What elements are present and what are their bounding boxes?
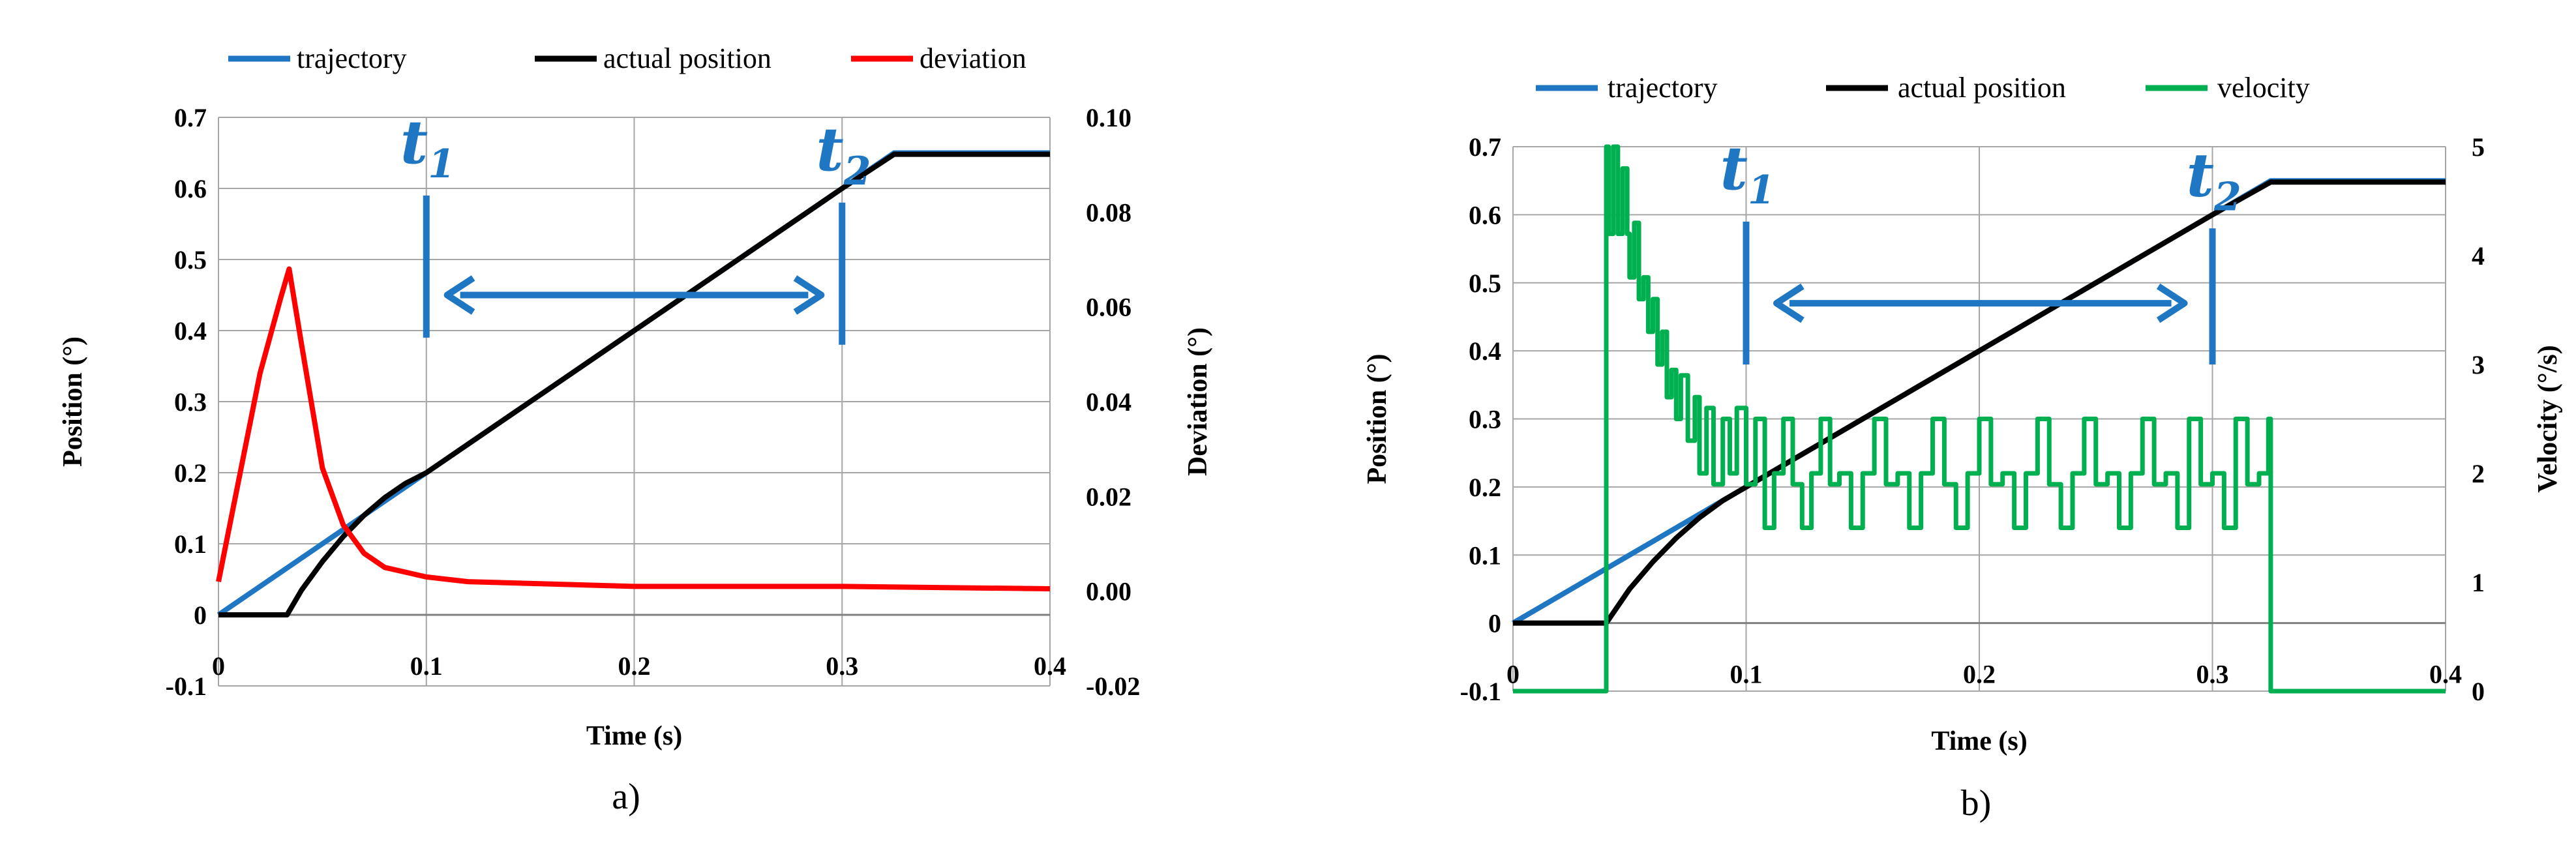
t1-label-sub: 1 (1748, 168, 1775, 213)
y-tick-label: -0.1 (166, 672, 207, 701)
y2-tick-label: 3 (2472, 350, 2485, 379)
y-axis-title: Position (°) (58, 336, 88, 467)
panel-label: b) (1961, 783, 1992, 823)
y2-tick-label: 0.04 (1086, 387, 1131, 417)
y-tick-label: 0.2 (174, 458, 207, 488)
y2-tick-label: 0.10 (1086, 103, 1131, 132)
interval-arrow-head-right (2156, 283, 2188, 323)
legend-label: trajectory (1608, 72, 1718, 104)
interval-arrow-head-left (1773, 283, 1805, 323)
y-tick-label: 0.4 (174, 316, 207, 346)
y2-tick-label: 0.02 (1086, 482, 1131, 511)
x-tick-label: 0.3 (2196, 660, 2229, 689)
y-tick-label: 0.6 (1469, 200, 1501, 230)
interval-arrow-head-right (793, 275, 825, 315)
t1-label-sub: 1 (428, 141, 455, 187)
panel-label: a) (612, 777, 640, 817)
legend-label: actual position (603, 42, 771, 74)
y-tick-label: 0.2 (1469, 473, 1501, 502)
x-tick-label: 0.2 (618, 651, 651, 681)
y-tick-label: 0.3 (174, 387, 207, 417)
series-velocity (1513, 144, 2446, 694)
y2-tick-label: 2 (2472, 459, 2485, 488)
legend-label: trajectory (297, 42, 407, 74)
y-tick-label: 0.7 (1469, 132, 1501, 162)
y-tick-label: -0.1 (1460, 677, 1501, 706)
x-tick-label: 0.3 (826, 651, 858, 681)
x-tick-label: 0.4 (1034, 651, 1066, 681)
y-tick-label: 0.3 (1469, 405, 1501, 434)
y2-tick-label: 4 (2472, 241, 2485, 271)
y2-tick-label: 1 (2472, 568, 2485, 597)
x-tick-label: 0.4 (2429, 660, 2462, 689)
y-tick-label: 0 (1488, 609, 1501, 638)
series-actual-position (1513, 179, 2446, 626)
t2-label-sub: 2 (2213, 174, 2241, 220)
legend-label: deviation (920, 42, 1026, 74)
y-tick-label: 0.6 (174, 174, 207, 203)
y-tick-label: 0.5 (1469, 269, 1501, 298)
y2-axis-title: Deviation (°) (1183, 327, 1213, 476)
x-tick-label: 0.2 (1963, 660, 1996, 689)
t1-label: t1 (400, 107, 455, 187)
y2-tick-label: -0.02 (1086, 672, 1140, 701)
y-tick-label: 0.5 (174, 245, 207, 274)
y-tick-label: 0 (194, 600, 207, 630)
y2-tick-label: 5 (2472, 132, 2485, 162)
legend-label: actual position (1898, 72, 2066, 104)
t2-label-main: t (816, 114, 844, 185)
x-tick-label: 0.1 (1730, 660, 1763, 689)
legend-label: velocity (2217, 72, 2310, 104)
y-tick-label: 0.1 (1469, 541, 1501, 570)
t2-label-sub: 2 (843, 149, 871, 194)
y2-axis-title: Velocity (°/s) (2533, 345, 2563, 492)
t1-label-main: t (1720, 133, 1748, 203)
t2-label: t2 (816, 114, 871, 194)
t2-label: t2 (2187, 140, 2241, 220)
x-axis-title: Time (s) (586, 721, 682, 751)
y2-tick-label: 0.00 (1086, 577, 1131, 606)
x-tick-label: 0 (212, 651, 225, 681)
chart-a: -0.100.10.20.30.40.50.60.7-0.020.000.020… (58, 42, 1213, 817)
y2-tick-label: 0 (2472, 677, 2485, 706)
t1-label: t1 (1720, 133, 1775, 213)
y-tick-label: 0.7 (174, 103, 207, 132)
t1-label-main: t (400, 107, 428, 177)
y-tick-label: 0.4 (1469, 336, 1501, 366)
t2-label-main: t (2187, 140, 2215, 210)
y-tick-label: 0.1 (174, 529, 207, 559)
series-deviation (216, 266, 1051, 592)
y2-tick-label: 0.06 (1086, 293, 1131, 322)
series-actual-position (218, 151, 1050, 617)
x-tick-label: 0 (1506, 660, 1520, 689)
y2-tick-label: 0.08 (1086, 198, 1131, 227)
x-axis-title: Time (s) (1931, 726, 2027, 756)
interval-arrow-head-left (443, 275, 475, 315)
y-axis-title: Position (°) (1362, 354, 1392, 484)
x-tick-label: 0.1 (410, 651, 443, 681)
